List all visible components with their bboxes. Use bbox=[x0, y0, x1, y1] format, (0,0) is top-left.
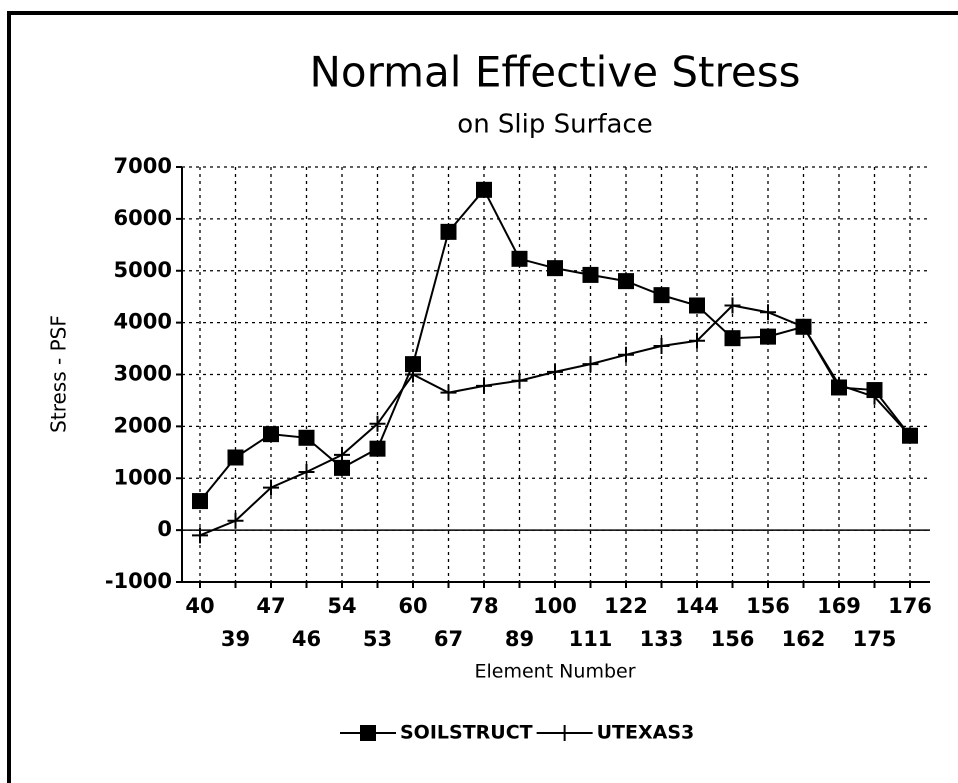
marker bbox=[298, 429, 315, 446]
x-tick-label: 133 bbox=[640, 627, 684, 651]
marker bbox=[724, 330, 741, 347]
marker bbox=[405, 366, 421, 383]
marker bbox=[227, 449, 244, 466]
marker bbox=[866, 388, 883, 405]
marker bbox=[618, 273, 634, 290]
y-tick-label: 4000 bbox=[114, 310, 172, 334]
y-tick-label: 1000 bbox=[114, 465, 172, 489]
marker bbox=[582, 356, 599, 373]
marker bbox=[902, 427, 918, 444]
y-tick-label: -1000 bbox=[105, 569, 172, 593]
marker bbox=[440, 384, 457, 401]
marker bbox=[227, 512, 244, 529]
y-tick-label: 7000 bbox=[114, 154, 172, 178]
marker bbox=[653, 287, 670, 304]
x-tick-label: 156 bbox=[746, 594, 790, 618]
x-tick-label: 40 bbox=[185, 594, 214, 618]
x-tick-label: 144 bbox=[675, 594, 719, 618]
legend-marker bbox=[360, 725, 376, 741]
marker bbox=[369, 415, 386, 432]
marker bbox=[476, 377, 492, 394]
frame bbox=[7, 11, 958, 783]
marker bbox=[476, 181, 492, 198]
legend-marker bbox=[556, 725, 573, 741]
marker bbox=[263, 479, 279, 496]
marker bbox=[724, 297, 741, 314]
y-tick-label: 0 bbox=[157, 517, 172, 541]
marker bbox=[689, 332, 705, 349]
chart-title: Normal Effective Stress bbox=[310, 48, 801, 97]
marker bbox=[689, 297, 705, 314]
marker bbox=[653, 337, 670, 354]
x-tick-label: 89 bbox=[505, 627, 534, 651]
x-tick-label: 111 bbox=[569, 627, 613, 651]
x-tick-label: 156 bbox=[711, 627, 755, 651]
x-tick-label: 122 bbox=[604, 594, 648, 618]
x-tick-label: 78 bbox=[469, 594, 498, 618]
marker bbox=[511, 372, 528, 389]
x-tick-label: 162 bbox=[782, 627, 826, 651]
x-tick-label: 53 bbox=[363, 627, 392, 651]
legend-label: UTEXAS3 bbox=[597, 722, 695, 744]
x-tick-label: 169 bbox=[817, 594, 861, 618]
marker bbox=[298, 464, 315, 481]
marker bbox=[192, 527, 208, 544]
x-tick-label: 46 bbox=[292, 627, 321, 651]
y-axis-title: Stress - PSF bbox=[47, 315, 71, 433]
marker bbox=[263, 426, 279, 443]
y-tick-label: 6000 bbox=[114, 206, 172, 230]
marker bbox=[511, 250, 528, 267]
x-tick-label: 100 bbox=[533, 594, 577, 618]
x-tick-label: 176 bbox=[888, 594, 932, 618]
marker bbox=[547, 260, 563, 277]
marker bbox=[192, 493, 208, 510]
marker bbox=[795, 318, 812, 335]
marker bbox=[618, 346, 634, 363]
marker bbox=[334, 459, 350, 476]
x-tick-label: 39 bbox=[221, 627, 250, 651]
marker bbox=[405, 356, 421, 373]
y-tick-label: 2000 bbox=[114, 413, 172, 437]
x-tick-label: 67 bbox=[434, 627, 463, 651]
y-tick-label: 5000 bbox=[114, 258, 172, 282]
x-tick-label: 54 bbox=[327, 594, 356, 618]
x-tick-label: 175 bbox=[853, 627, 897, 651]
marker bbox=[582, 266, 599, 283]
y-tick-label: 3000 bbox=[114, 362, 172, 386]
x-tick-label: 47 bbox=[256, 594, 285, 618]
marker bbox=[760, 328, 776, 345]
x-tick-label: 60 bbox=[398, 594, 427, 618]
marker bbox=[547, 363, 563, 380]
marker bbox=[334, 446, 350, 463]
marker bbox=[831, 376, 847, 393]
marker bbox=[369, 440, 386, 457]
marker bbox=[440, 223, 457, 240]
legend-label: SOILSTRUCT bbox=[400, 722, 533, 744]
chart-subtitle: on Slip Surface bbox=[457, 110, 652, 140]
marker bbox=[760, 304, 776, 321]
x-axis-title: Element Number bbox=[474, 661, 635, 683]
